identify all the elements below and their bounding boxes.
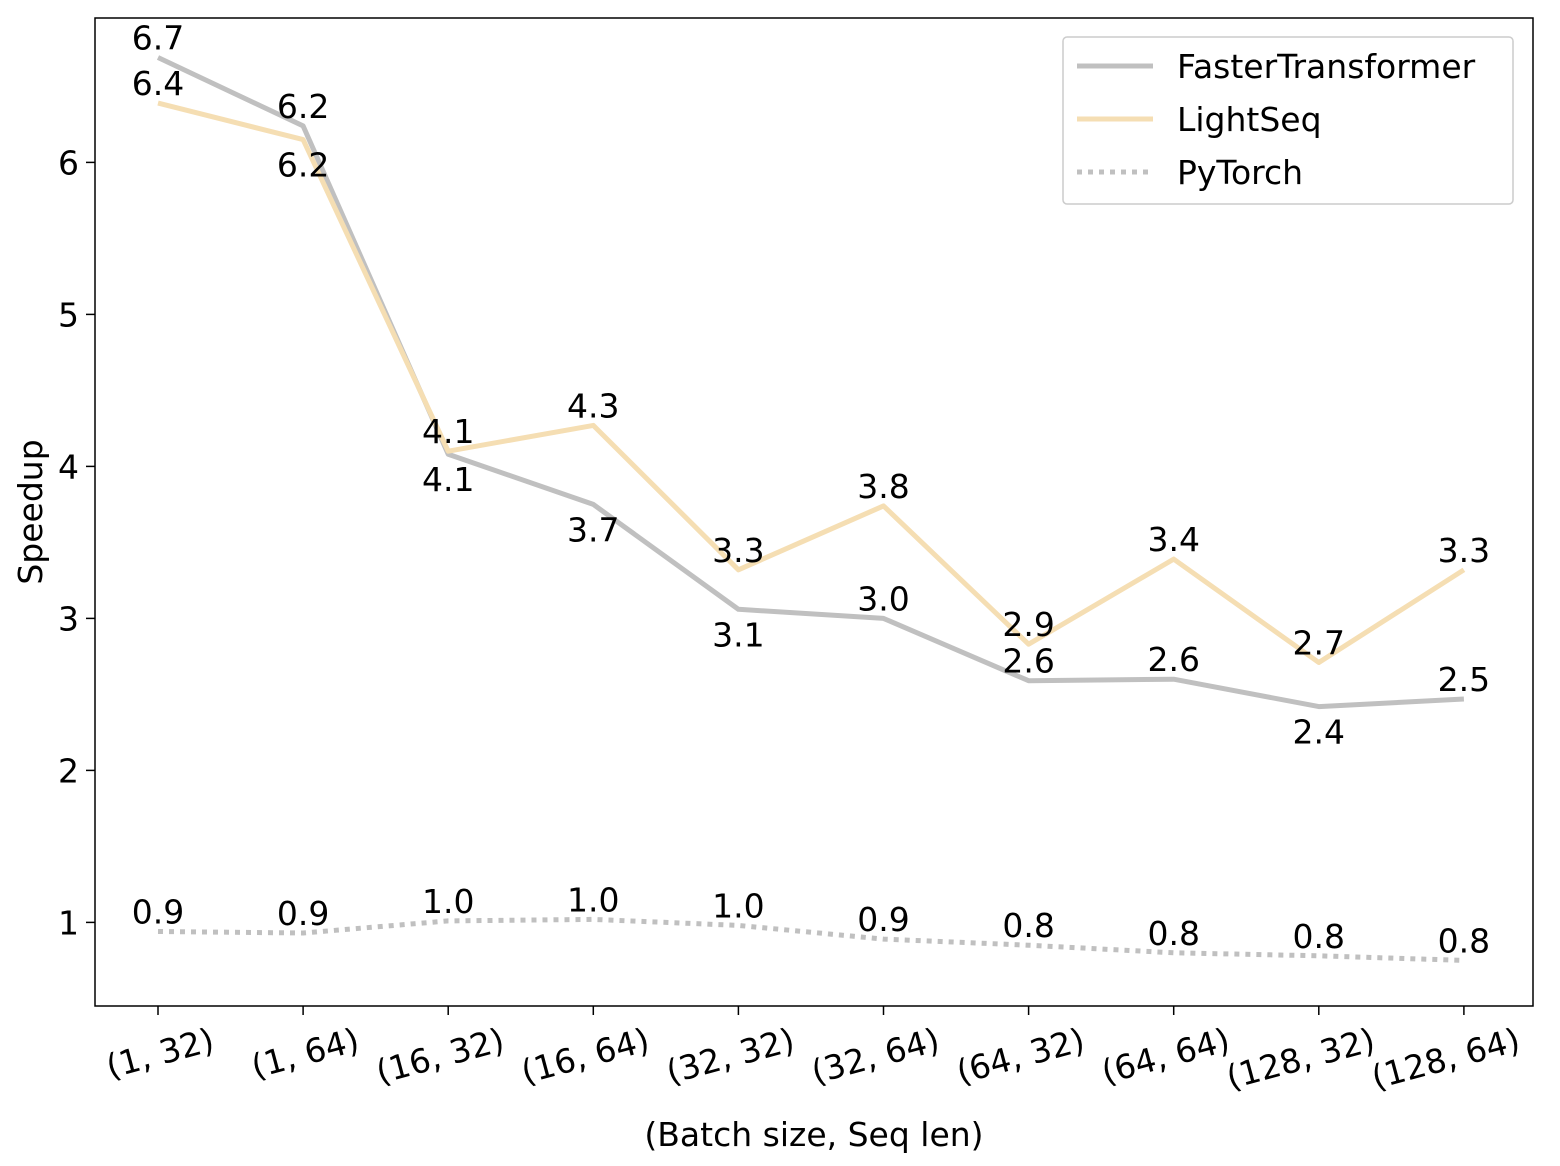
data-label-fastertransformer: 4.1 (422, 460, 474, 499)
y-tick-label: 6 (58, 143, 79, 182)
x-tick-label: (64, 64) (1097, 1020, 1233, 1092)
data-label-pytorch: 1.0 (422, 882, 474, 921)
data-label-lightseq: 3.3 (712, 531, 764, 570)
data-label-lightseq: 6.4 (132, 64, 184, 103)
legend: FasterTransformer LightSeq PyTorch (1062, 36, 1514, 205)
x-tick-label: (1, 64) (247, 1020, 363, 1086)
data-label-lightseq: 6.2 (277, 146, 329, 185)
data-label-pytorch: 0.9 (857, 900, 909, 939)
legend-label-pytorch: PyTorch (1177, 153, 1303, 192)
data-label-lightseq: 3.4 (1147, 520, 1199, 559)
data-label-lightseq: 3.3 (1438, 531, 1490, 570)
legend-frame (1062, 36, 1514, 205)
x-tick-label: (32, 32) (662, 1020, 798, 1092)
x-tick-label: (32, 64) (807, 1020, 943, 1092)
data-label-pytorch: 1.0 (567, 880, 619, 919)
data-label-pytorch: 0.9 (277, 894, 329, 933)
series-line-pytorch (157, 916, 1464, 963)
y-tick-label: 5 (58, 295, 79, 334)
data-label-lightseq: 4.1 (422, 412, 474, 451)
data-label-pytorch: 1.0 (712, 886, 764, 925)
data-label-pytorch: 0.8 (1293, 917, 1345, 956)
data-label-lightseq: 3.8 (857, 467, 909, 506)
y-axis: 1 2 3 4 5 6 (58, 143, 95, 942)
y-tick-label: 3 (58, 599, 79, 638)
data-label-pytorch: 0.8 (1147, 914, 1199, 953)
legend-label-lightseq: LightSeq (1177, 100, 1322, 139)
data-label-fastertransformer: 2.6 (1147, 640, 1199, 679)
x-tick-label: (128, 32) (1222, 1020, 1379, 1097)
data-label-pytorch: 0.8 (1438, 921, 1490, 960)
y-tick-label: 4 (58, 447, 79, 486)
series-layer (156, 55, 1466, 963)
data-label-pytorch: 0.9 (132, 893, 184, 932)
data-label-fastertransformer: 3.7 (567, 510, 619, 549)
data-label-fastertransformer: 3.0 (857, 579, 909, 618)
data-label-fastertransformer: 3.1 (712, 615, 764, 654)
series-line-lightseq (157, 100, 1466, 665)
y-tick-label: 2 (58, 751, 79, 790)
y-tick-label: 1 (58, 903, 79, 942)
data-label-lightseq: 2.7 (1293, 623, 1345, 662)
data-labels: 6.7 6.2 4.1 3.7 3.1 3.0 2.6 2.6 2.4 2.5 6.4 6.2 4.1 4… (132, 19, 1490, 961)
legend-label-fastertransformer: FasterTransformer (1177, 47, 1476, 86)
data-label-fastertransformer: 2.6 (1002, 642, 1054, 681)
data-label-lightseq: 4.3 (567, 386, 619, 425)
x-axis-title: (Batch size, Seq len) (644, 1115, 983, 1154)
x-tick-label: (128, 64) (1367, 1020, 1524, 1097)
data-label-fastertransformer: 2.4 (1293, 713, 1345, 752)
y-axis-title: Speedup (11, 439, 50, 584)
x-tick-label: (16, 64) (517, 1020, 653, 1092)
x-tick-label: (1, 32) (102, 1020, 218, 1086)
data-label-fastertransformer: 6.7 (132, 19, 184, 58)
x-axis: (1, 32) (1, 64) (16, 32) (16, 64) (32, 32) (3… (102, 1006, 1524, 1097)
data-label-pytorch: 0.8 (1002, 906, 1054, 945)
data-label-fastertransformer: 2.5 (1438, 660, 1490, 699)
x-tick-label: (64, 32) (952, 1020, 1088, 1092)
x-tick-label: (16, 32) (372, 1020, 508, 1092)
data-label-lightseq: 2.9 (1002, 605, 1054, 644)
data-label-fastertransformer: 6.2 (277, 87, 329, 126)
